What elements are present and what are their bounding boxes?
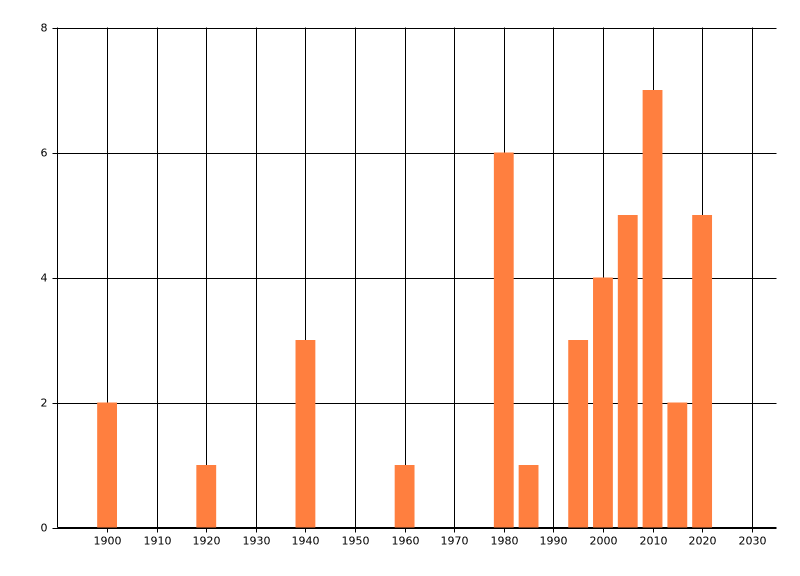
y-tick-label: 4 <box>41 272 48 285</box>
bar <box>394 465 415 528</box>
x-tick-label: 1980 <box>491 535 519 548</box>
x-tick-label: 1900 <box>94 535 122 548</box>
y-tick-label: 0 <box>41 522 48 535</box>
x-tick-label: 1960 <box>392 535 420 548</box>
bar <box>692 215 713 528</box>
bar <box>593 277 613 528</box>
bar <box>667 402 688 528</box>
x-tick-label: 1930 <box>243 535 271 548</box>
x-tick-label: 1990 <box>540 535 568 548</box>
x-tick-label: 1920 <box>193 535 221 548</box>
bar <box>97 402 118 528</box>
bar <box>196 465 217 528</box>
y-tick-label: 2 <box>41 397 48 410</box>
bar <box>617 215 638 528</box>
bar <box>518 465 539 528</box>
x-tick-label: 1970 <box>441 535 469 548</box>
x-tick-label: 2000 <box>590 535 618 548</box>
x-tick-label: 1950 <box>342 535 370 548</box>
x-tick-label: 2030 <box>739 535 767 548</box>
bar <box>493 152 514 528</box>
bar <box>568 340 589 528</box>
y-tick-label: 8 <box>41 22 48 35</box>
x-tick-label: 1940 <box>292 535 320 548</box>
x-tick-label: 2010 <box>640 535 668 548</box>
y-tick-label: 6 <box>41 147 48 160</box>
bar <box>642 90 663 528</box>
x-tick-label: 2020 <box>689 535 717 548</box>
x-tick-label: 1910 <box>144 535 172 548</box>
bar <box>295 340 316 528</box>
